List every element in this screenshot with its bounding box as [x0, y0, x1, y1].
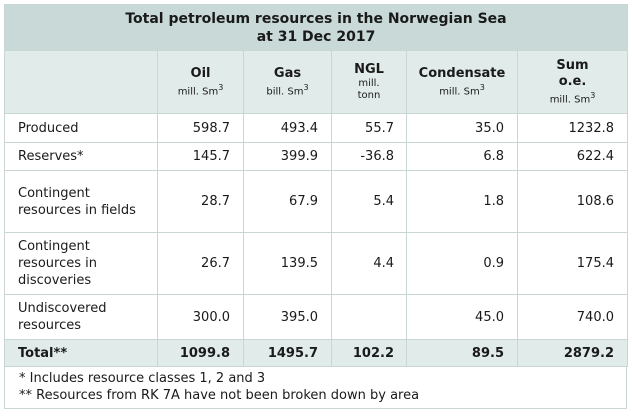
- cell-condensate: 0.9: [406, 232, 518, 295]
- resources-table: Total petroleum resources in the Norwegi…: [4, 4, 628, 367]
- cell-sum: 1232.8: [517, 113, 628, 143]
- row-label: Produced: [4, 113, 158, 143]
- total-condensate: 89.5: [406, 339, 518, 367]
- header-sum-name: Sum o.e.: [556, 57, 589, 89]
- total-label: Total**: [4, 339, 158, 367]
- cell-oil: 145.7: [157, 142, 244, 171]
- header-sum-unit: mill. Sm3: [549, 90, 596, 106]
- table-row: Undiscovered resources 300.0 395.0 45.0 …: [4, 294, 628, 340]
- cell-oil: 26.7: [157, 232, 244, 295]
- cell-sum: 740.0: [517, 294, 628, 340]
- header-oil: Oil mill. Sm3: [157, 50, 244, 114]
- cell-sum: 622.4: [517, 142, 628, 171]
- footnotes: * Includes resource classes 1, 2 and 3 *…: [4, 367, 627, 409]
- cell-condensate: 35.0: [406, 113, 518, 143]
- header-condensate-name: Condensate: [418, 65, 506, 81]
- footnote-1: * Includes resource classes 1, 2 and 3: [19, 371, 266, 386]
- header-gas-unit: bill. Sm3: [266, 82, 309, 98]
- cell-gas: 139.5: [243, 232, 332, 295]
- cell-ngl: 5.4: [331, 170, 407, 233]
- cell-condensate: 45.0: [406, 294, 518, 340]
- table-row: Contingent resources in fields 28.7 67.9…: [4, 170, 628, 233]
- header-ngl: NGL mill. tonn: [331, 50, 407, 114]
- cell-oil: 300.0: [157, 294, 244, 340]
- cell-ngl: [331, 294, 407, 340]
- total-sum: 2879.2: [517, 339, 628, 367]
- total-gas: 1495.7: [243, 339, 332, 367]
- cell-condensate: 1.8: [406, 170, 518, 233]
- row-label: Contingent resources in discoveries: [4, 232, 158, 295]
- row-label: Contingent resources in fields: [4, 170, 158, 233]
- header-gas-name: Gas: [273, 65, 302, 81]
- header-condensate-unit: mill. Sm3: [439, 82, 485, 98]
- cell-gas: 67.9: [243, 170, 332, 233]
- header-sum: Sum o.e. mill. Sm3: [517, 50, 628, 114]
- row-label: Reserves*: [4, 142, 158, 171]
- header-oil-name: Oil: [190, 65, 211, 81]
- header-ngl-unit: mill. tonn: [357, 78, 381, 101]
- header-oil-unit: mill. Sm3: [177, 82, 224, 98]
- footnote-2: ** Resources from RK 7A have not been br…: [19, 388, 420, 403]
- header-blank: [4, 50, 158, 114]
- cell-gas: 493.4: [243, 113, 332, 143]
- table-title-line1: Total petroleum resources in the Norwegi…: [125, 11, 507, 27]
- row-label: Undiscovered resources: [4, 294, 158, 340]
- cell-condensate: 6.8: [406, 142, 518, 171]
- cell-oil: 598.7: [157, 113, 244, 143]
- total-ngl: 102.2: [331, 339, 407, 367]
- resources-table-container: Total petroleum resources in the Norwegi…: [4, 4, 628, 409]
- table-row: Reserves* 145.7 399.9 -36.8 6.8 622.4: [4, 142, 628, 171]
- cell-oil: 28.7: [157, 170, 244, 233]
- cell-gas: 399.9: [243, 142, 332, 171]
- header-ngl-name: NGL: [354, 62, 384, 77]
- total-oil: 1099.8: [157, 339, 244, 367]
- header-condensate: Condensate mill. Sm3: [406, 50, 518, 114]
- header-gas: Gas bill. Sm3: [243, 50, 332, 114]
- total-row: Total** 1099.8 1495.7 102.2 89.5 2879.2: [4, 339, 628, 367]
- cell-sum: 108.6: [517, 170, 628, 233]
- cell-ngl: -36.8: [331, 142, 407, 171]
- cell-ngl: 4.4: [331, 232, 407, 295]
- table-row: Contingent resources in discoveries 26.7…: [4, 232, 628, 295]
- cell-gas: 395.0: [243, 294, 332, 340]
- table-row: Produced 598.7 493.4 55.7 35.0 1232.8: [4, 113, 628, 143]
- cell-ngl: 55.7: [331, 113, 407, 143]
- header-row: Oil mill. Sm3 Gas bill. Sm3 NGL mill. to…: [4, 50, 628, 114]
- table-title-line2: at 31 Dec 2017: [256, 29, 376, 45]
- table-title: Total petroleum resources in the Norwegi…: [4, 4, 628, 51]
- cell-sum: 175.4: [517, 232, 628, 295]
